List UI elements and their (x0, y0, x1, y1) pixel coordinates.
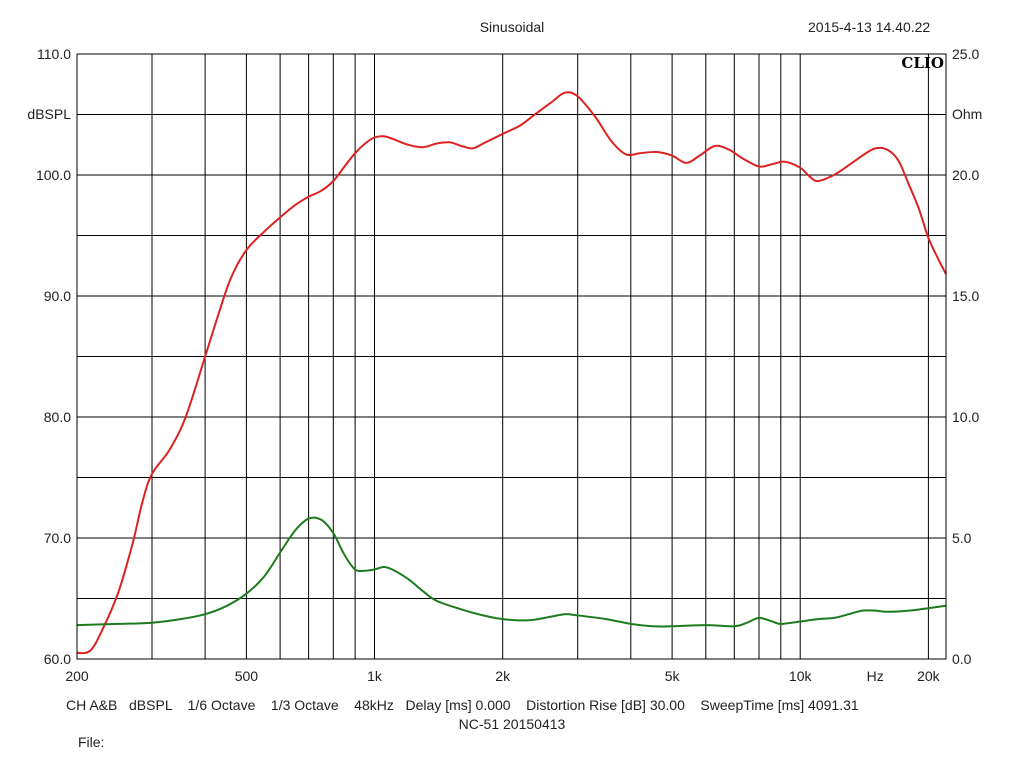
y-right-axis-label: Ohm (952, 106, 982, 122)
y-left-tick-label: 90.0 (44, 288, 71, 304)
y-right-tick-label: 15.0 (952, 288, 979, 304)
y-right-tick-label: 10.0 (952, 409, 979, 425)
y-left-tick-label: 60.0 (44, 651, 71, 667)
x-tick-label: 20k (917, 668, 941, 684)
series-layer (76, 91, 947, 655)
grid (77, 54, 946, 659)
y-left-tick-label: 70.0 (44, 530, 71, 546)
measurement-datetime: 2015-4-13 14.40.22 (808, 19, 931, 35)
y-right-tick-label: 0.0 (952, 651, 972, 667)
x-tick-label: 10k (789, 668, 813, 684)
y-right-tick-label: 5.0 (952, 530, 972, 546)
y-right-tick-label: 20.0 (952, 167, 979, 183)
x-tick-label: Hz (867, 668, 884, 684)
measurement-name: NC-51 20150413 (458, 716, 566, 732)
x-tick-label: 500 (235, 668, 259, 684)
file-label: File: (78, 734, 105, 750)
x-tick-label: 1k (367, 668, 383, 684)
y-left-axis-label: dBSPL (27, 106, 71, 122)
axis-labels: 200 500 1k 2k 5k 10k Hz 20k 110.0 100.0 90.0 80.0 70… (27, 46, 982, 684)
y-right-tick-label: 25.0 (952, 46, 979, 62)
y-left-tick-label: 80.0 (44, 409, 71, 425)
footer-settings: CH A&B dBSPL 1/6 Octave 1/3 Octave 48kHz… (66, 697, 859, 713)
y-left-tick-label: 110.0 (37, 46, 71, 62)
clio-logo: CLIO (901, 54, 944, 72)
y-left-tick-label: 100.0 (36, 167, 71, 183)
spl-curve (76, 91, 947, 655)
x-tick-label: 200 (65, 668, 89, 684)
plot-frame (76, 53, 947, 660)
impedance-curve (76, 516, 947, 628)
x-tick-label: 2k (495, 668, 511, 684)
x-tick-label: 5k (665, 668, 681, 684)
chart-title: Sinusoidal (479, 19, 545, 35)
